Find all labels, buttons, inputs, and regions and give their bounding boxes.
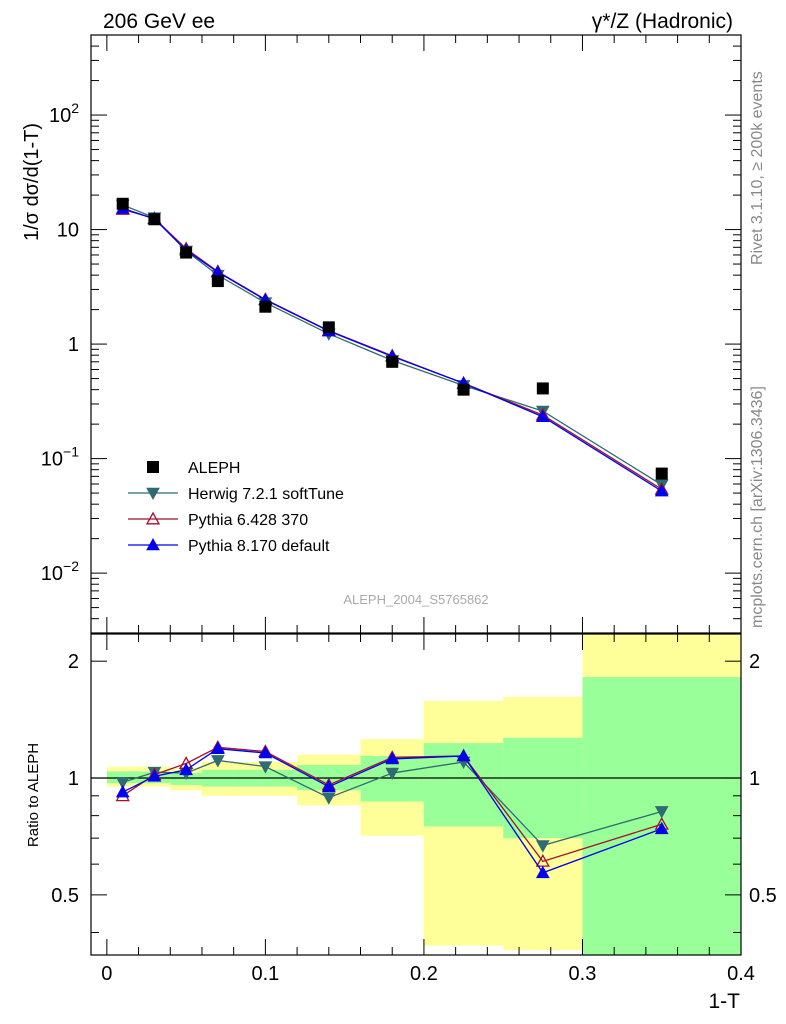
main-y-axis: 10−2 10−1 1 10 102 — [41, 34, 742, 634]
legend-pythia-8-170-default-label: Pythia 8.170 default — [188, 538, 330, 555]
main-aleph-point — [259, 300, 272, 313]
x-axis-label: 1-T — [709, 990, 741, 1013]
main-pythia-8-170-default-point — [535, 409, 550, 423]
ratio-y-tick-label-right: 1 — [749, 768, 760, 790]
x-axis: 0 0.1 0.2 0.3 0.4 — [101, 634, 755, 985]
main-aleph-point — [148, 213, 161, 226]
main-aleph-point — [536, 382, 549, 395]
legend-pythia-6-428-370-label: Pythia 6.428 370 — [188, 512, 308, 529]
ratio-frame — [90, 633, 742, 956]
ratio-herwig-7-2-1-softtune-point — [321, 792, 336, 805]
analysis-id-label: ALEPH_2004_S5765862 — [343, 592, 488, 607]
main-frame — [90, 34, 742, 634]
ratio-herwig-7-2-1-softtune-point — [385, 767, 400, 781]
main-aleph-point — [116, 197, 129, 210]
main-pythia-8-170-default-line — [122, 207, 663, 492]
ratio-pythia-8-170-default-point — [258, 745, 273, 759]
ratio-band-stat — [503, 737, 583, 839]
ratio-pythia-8-170-default-point — [535, 865, 550, 879]
main-herwig-7-2-1-softtune-line — [122, 204, 663, 486]
process-label: γ*/Z (Hadronic) — [592, 10, 733, 33]
legend-herwig-7-2-1-softtune-label: Herwig 7.2.1 softTune — [188, 486, 344, 503]
main-y-tick-label: 1 — [68, 334, 79, 356]
legend-pythia-6-428-370-marker — [145, 511, 161, 525]
main-y-tick-label: 10 — [57, 220, 79, 242]
legend-herwig-7-2-1-softtune-marker — [146, 487, 160, 501]
main-pythia-8-170-default-point — [654, 484, 669, 497]
ratio-panel: 0.5 0.51 12 2 0 0.1 0.2 0.3 0.4 Ratio to ALEPH … — [25, 633, 777, 1013]
ratio-y-tick-label-right: 0.5 — [749, 885, 777, 907]
legend-pythia-8-170-default-marker — [146, 537, 160, 551]
ratio-pythia-8-170-default-point — [210, 741, 225, 755]
ratio-pythia-8-170-default-point — [654, 821, 669, 835]
x-tick-label: 0.1 — [251, 963, 279, 985]
main-plot-marks — [115, 197, 669, 497]
ratio-herwig-7-2-1-softtune-point — [535, 840, 550, 853]
ratio-pythia-8-170-default-point — [147, 769, 162, 782]
energy-label: 206 GeV ee — [103, 10, 215, 33]
main-y-tick-label: 10−2 — [41, 558, 79, 585]
legend: ALEPH Herwig 7.2.1 softTune Pythia 6.428 3… — [128, 460, 344, 555]
ratio-y-axis: 0.5 0.5 1 1 2 2 — [51, 651, 777, 933]
ratio-herwig-7-2-1-softtune-point — [210, 755, 225, 768]
ratio-pythia-8-170-default-point — [179, 762, 193, 776]
mcplots-site-label: mcplots.cern.ch [arXiv:1306.3436] — [749, 386, 766, 628]
ratio-herwig-7-2-1-softtune-point — [258, 761, 273, 774]
legend-aleph-label: ALEPH — [188, 460, 240, 477]
x-tick-label: 0 — [101, 963, 112, 985]
main-aleph-point — [655, 467, 668, 480]
ratio-pythia-6-428-370-line — [122, 746, 662, 863]
ratio-pythia-8-170-default-line — [122, 748, 662, 874]
ratio-uncertainty-bands — [106, 634, 741, 955]
ratio-y-axis-label: Ratio to ALEPH — [25, 743, 42, 847]
main-panel: 10−2 10−1 1 10 102 1/σ dσ/d(1-T) ALEPH_2004_… — [21, 34, 742, 634]
main-aleph-point — [211, 275, 224, 288]
ratio-y-tick-label: 2 — [68, 651, 79, 673]
ratio-y-tick-label-right: 2 — [749, 651, 760, 673]
main-y-axis-label: 1/σ dσ/d(1-T) — [21, 123, 43, 241]
main-y-tick-label: 10−1 — [41, 444, 79, 471]
x-tick-label: 0.4 — [727, 963, 755, 985]
x-tick-label: 0.3 — [569, 963, 597, 985]
ratio-pythia-8-170-default-point — [456, 748, 471, 762]
main-aleph-point — [457, 383, 470, 396]
ratio-herwig-7-2-1-softtune-point — [654, 806, 669, 819]
legend-aleph-marker — [147, 461, 159, 473]
ratio-plot-marks — [91, 739, 741, 879]
ratio-herwig-7-2-1-softtune-point — [115, 776, 130, 790]
main-aleph-point — [386, 355, 399, 368]
x-tick-label: 0.2 — [410, 963, 438, 985]
ratio-y-tick-label: 1 — [68, 768, 79, 790]
main-aleph-point — [322, 321, 335, 334]
ratio-pythia-8-170-default-point — [385, 751, 400, 765]
ratio-pythia-8-170-default-point — [321, 779, 336, 792]
rivet-version-label: Rivet 3.1.10, ≥ 200k events — [749, 71, 766, 265]
ratio-pythia-8-170-default-point — [115, 785, 130, 798]
main-aleph-point — [180, 246, 193, 259]
ratio-y-tick-label: 0.5 — [51, 885, 79, 907]
main-y-tick-label: 102 — [49, 100, 79, 127]
